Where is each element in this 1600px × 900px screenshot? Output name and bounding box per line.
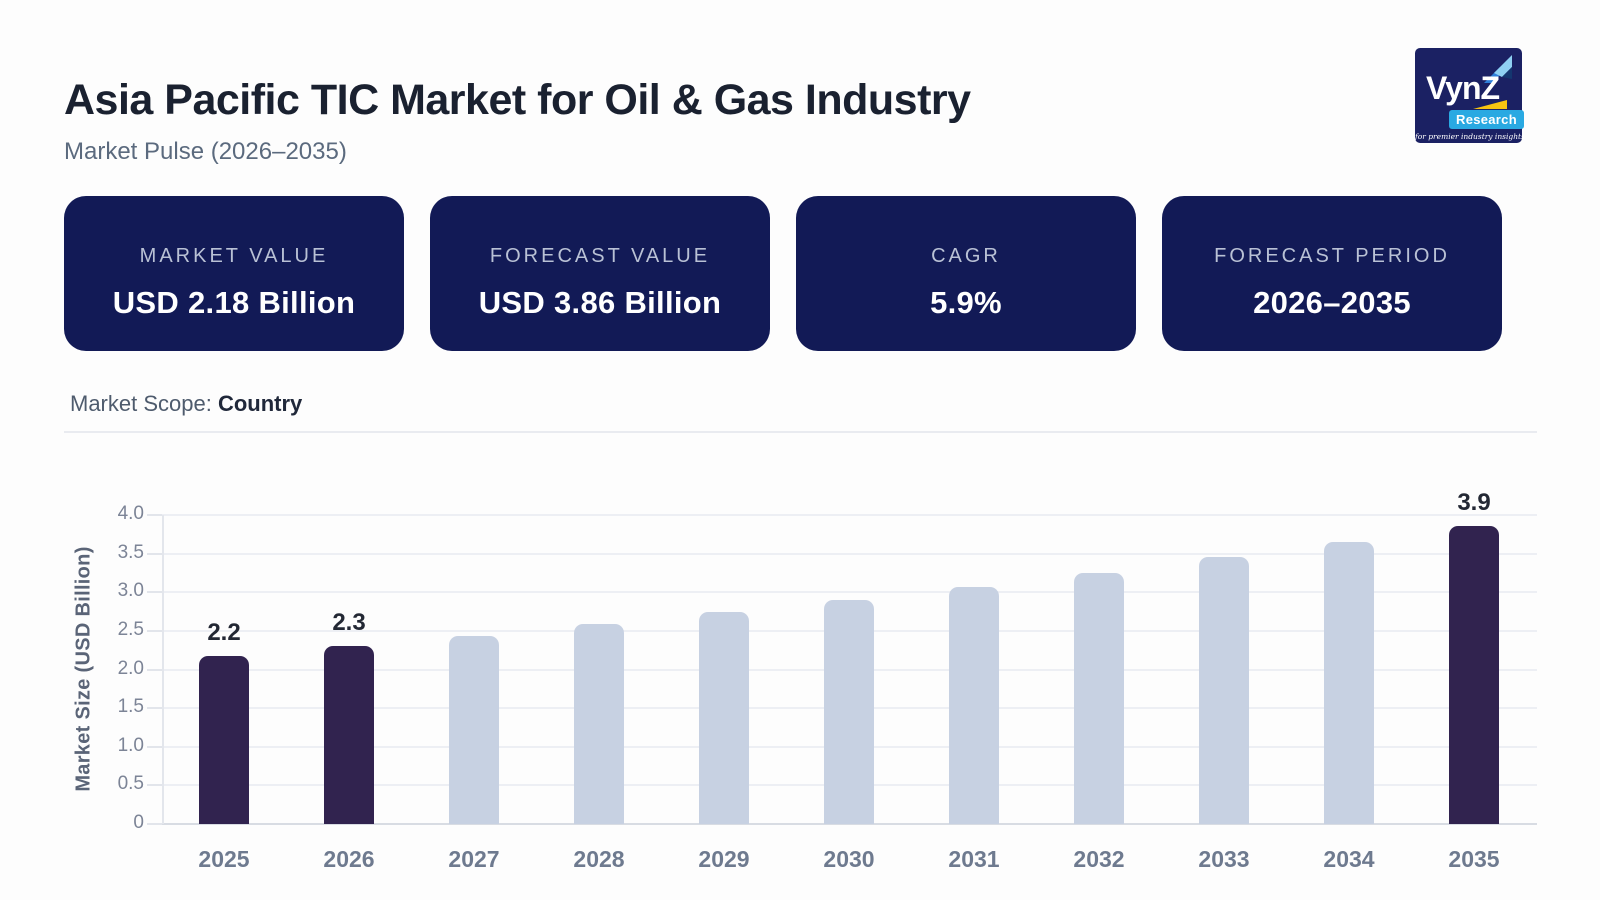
y-tick-mark	[147, 745, 162, 748]
y-tick-mark	[147, 707, 162, 710]
gridline	[162, 591, 1537, 594]
y-tick-label: 1.5	[117, 696, 144, 718]
y-axis-line	[162, 515, 164, 824]
bar-2028	[574, 624, 624, 824]
bar-chart: Market Size (USD Billion) 0 0.5 1.0 1.5 2.0 2…	[0, 440, 1600, 900]
market-scope-label: Market Scope:	[70, 391, 212, 416]
bar-value-label: 3.9	[1457, 489, 1491, 516]
x-tick-label: 2025	[198, 846, 250, 872]
x-tick-label: 2028	[573, 846, 625, 872]
x-tick-label: 2033	[1198, 846, 1250, 872]
stat-card-row: MARKET VALUE USD 2.18 Billion FORECAST V…	[64, 196, 1502, 351]
stat-card-cagr: CAGR 5.9%	[796, 196, 1136, 351]
stat-card-value: 2026–2035	[1253, 284, 1411, 320]
logo-yellow-accent	[1473, 100, 1507, 109]
y-tick-label: 2.0	[117, 657, 144, 679]
bar-2033	[1199, 557, 1249, 824]
gridline	[162, 514, 1537, 516]
x-tick-label: 2035	[1448, 846, 1500, 872]
stat-card-label: CAGR	[931, 244, 1001, 267]
gridline	[162, 552, 1537, 555]
bar-2029	[699, 612, 749, 824]
stat-card-value: USD 2.18 Billion	[112, 284, 356, 320]
x-tick-label: 2032	[1073, 846, 1125, 872]
x-tick-label: 2031	[948, 846, 1000, 872]
bar-value-label: 2.2	[207, 619, 241, 646]
logo-research-badge: Research	[1449, 110, 1524, 129]
y-tick-mark	[147, 629, 162, 632]
gridline	[162, 823, 1537, 825]
stat-card-value: 5.9%	[930, 284, 1002, 320]
x-tick-label: 2029	[698, 846, 750, 872]
y-tick-label: 0.5	[117, 773, 144, 795]
market-scope: Market Scope: Country	[70, 391, 302, 417]
y-tick-mark	[147, 552, 162, 555]
x-tick-label: 2030	[823, 846, 875, 872]
y-tick-mark	[147, 514, 162, 516]
y-tick-mark	[147, 823, 162, 825]
y-tick-mark	[147, 591, 162, 594]
section-divider	[64, 431, 1537, 433]
bar-value-label: 2.3	[332, 609, 366, 636]
y-tick-label: 3.0	[117, 580, 144, 602]
y-tick-label: 3.5	[117, 541, 144, 563]
x-tick-label: 2027	[448, 846, 500, 872]
bar-2025	[199, 656, 249, 824]
x-tick-label: 2026	[323, 846, 375, 872]
vynz-logo: VynZ Research for premier industry insig…	[1415, 48, 1525, 143]
y-tick-label: 0	[133, 812, 144, 833]
bar-2030	[824, 600, 874, 824]
stat-card-forecast-period: FORECAST PERIOD 2026–2035	[1162, 196, 1502, 351]
market-scope-value: Country	[217, 391, 303, 416]
stat-card-market-value: MARKET VALUE USD 2.18 Billion	[64, 196, 404, 351]
x-tick-label: 2034	[1323, 846, 1375, 872]
page-subtitle: Market Pulse (2026–2035)	[64, 138, 347, 165]
y-tick-mark	[147, 668, 162, 671]
bar-2031	[949, 587, 999, 824]
bar-2035	[1449, 526, 1499, 824]
bar-2026	[324, 646, 374, 824]
bar-2032	[1074, 573, 1124, 824]
stat-card-label: FORECAST VALUE	[489, 244, 711, 267]
y-tick-label: 1.0	[117, 734, 144, 756]
logo-tagline: for premier industry insights	[1415, 132, 1525, 141]
stat-card-forecast-value: FORECAST VALUE USD 3.86 Billion	[430, 196, 770, 351]
bar-2034	[1324, 542, 1374, 824]
logo-arrow-icon	[1484, 55, 1512, 83]
stat-card-label: MARKET VALUE	[139, 244, 329, 267]
y-tick-mark	[147, 784, 162, 787]
stat-card-value: USD 3.86 Billion	[478, 284, 722, 320]
y-tick-label: 2.5	[117, 618, 144, 640]
stat-card-label: FORECAST PERIOD	[1214, 244, 1450, 267]
page-title: Asia Pacific TIC Market for Oil & Gas In…	[64, 76, 971, 124]
logo-wordmark: VynZ	[1426, 70, 1500, 106]
y-tick-label: 4.0	[117, 503, 144, 524]
bar-2027	[449, 636, 499, 824]
